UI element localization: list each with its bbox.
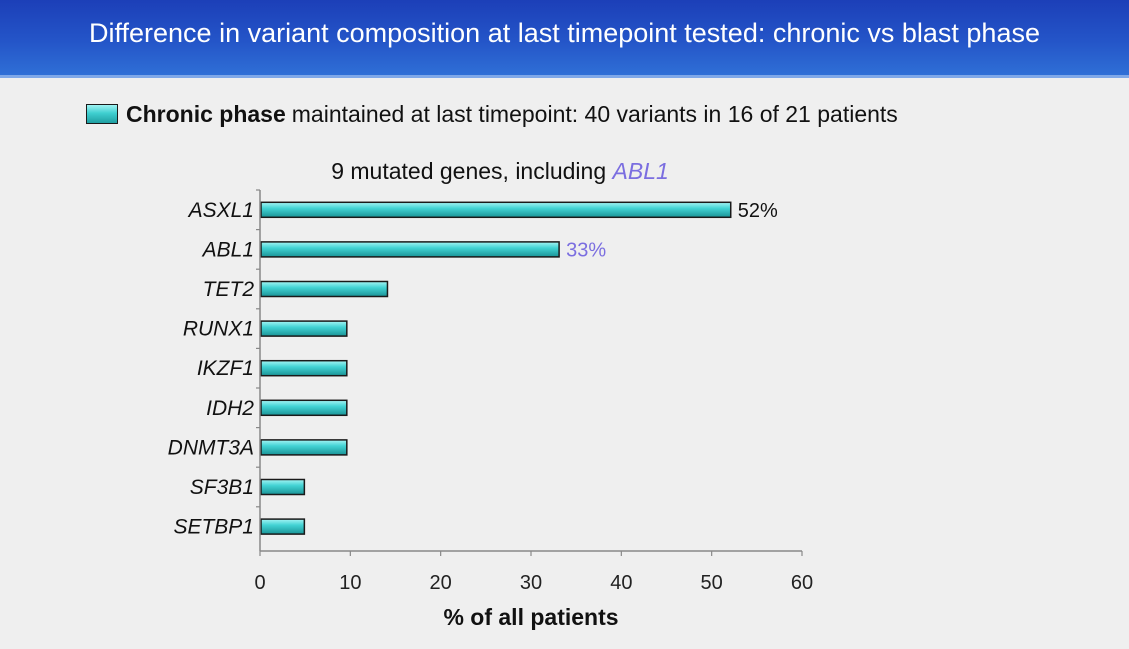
x-tick-label: 0	[254, 572, 265, 594]
bar-sf3b1	[260, 478, 306, 496]
legend-label: maintained at last timepoint: 40 variant…	[291, 100, 898, 127]
x-tick-label: 50	[701, 572, 723, 594]
x-tick-label: 20	[430, 572, 452, 594]
slide-title: Difference in variant composition at las…	[89, 18, 1040, 48]
x-tick-label: 40	[610, 572, 632, 594]
bar-dnmt3a	[260, 439, 348, 456]
category-label-abl1: ABL1	[201, 238, 254, 261]
category-label-tet2: TET2	[203, 278, 255, 301]
category-label-asxl1: ASXL1	[187, 199, 254, 222]
bar-asxl1	[260, 201, 732, 219]
data-label-abl1: 33%	[566, 239, 606, 261]
chart-subtitle-highlight: ABL1	[611, 158, 669, 184]
title-bar: Difference in variant composition at las…	[0, 0, 1129, 78]
category-label-dnmt3a: DNMT3A	[168, 436, 254, 459]
bar-idh2	[260, 399, 348, 417]
bars-layer: ASXL1 52% ABL1 33% TET2 RUNX1 IKZF1 IDH2 DNMT3A S…	[168, 189, 778, 539]
bar-ikzf1	[260, 359, 348, 377]
x-axis-title: % of all patients	[443, 604, 618, 630]
category-label-setbp1: SETBP1	[173, 516, 254, 539]
bar-setbp1	[260, 518, 306, 535]
category-label-runx1: RUNX1	[183, 318, 254, 341]
legend-bold-label: Chronic phase	[126, 100, 286, 127]
bar-tet2	[260, 280, 389, 298]
chart-subtitle: 9 mutated genes, including ABL1	[331, 158, 669, 184]
x-tick-label: 60	[791, 572, 813, 594]
x-tick-label: 30	[520, 572, 542, 594]
bar-abl1	[260, 241, 560, 258]
data-label-asxl1: 52%	[738, 200, 778, 222]
chart-subtitle-prefix: 9 mutated genes, including	[331, 158, 612, 184]
x-tick-label: 10	[339, 572, 361, 594]
legend-swatch	[86, 104, 118, 124]
chart-legend: Chronic phase maintained at last timepoi…	[86, 99, 898, 129]
category-label-idh2: IDH2	[206, 397, 254, 420]
category-label-ikzf1: IKZF1	[197, 357, 254, 380]
x-ticks-layer: 0 10 20 30 40 50 60	[254, 551, 813, 594]
category-label-sf3b1: SF3B1	[190, 476, 254, 499]
bar-runx1	[260, 320, 348, 337]
